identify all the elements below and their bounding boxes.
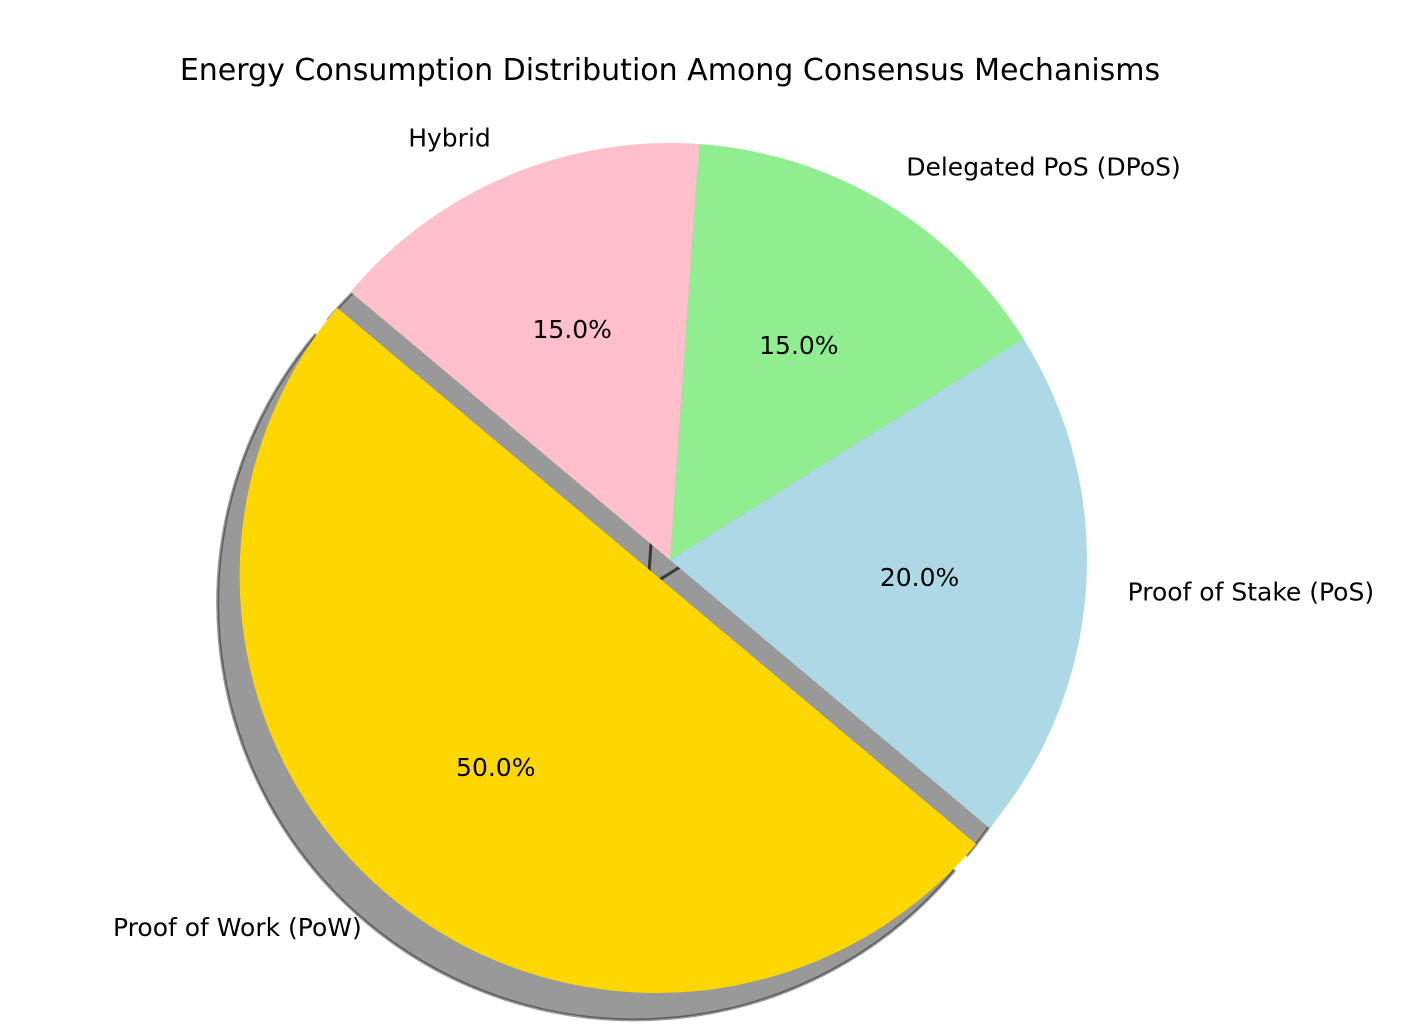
slice-label-delegated-pos-dpos: Delegated PoS (DPoS) (906, 152, 1181, 181)
slice-label-hybrid: Hybrid (408, 123, 491, 152)
chart-title: Energy Consumption Distribution Among Co… (180, 53, 1160, 88)
slice-delegated-pos-dpos (670, 144, 1024, 560)
slice-proof-of-work-pow (239, 307, 977, 993)
labels-layer: Proof of Work (PoW) 50.0% Proof of Stake (… (113, 123, 1374, 942)
slice-percent-proof-of-stake-pos: 20.0% (880, 563, 959, 592)
slice-hybrid (350, 143, 700, 560)
slice-percent-proof-of-work-pow: 50.0% (456, 753, 535, 782)
slice-proof-of-stake-pos (670, 339, 1087, 829)
slice-percent-delegated-pos-dpos: 15.0% (759, 331, 838, 360)
slices-layer (239, 143, 1087, 993)
slice-percent-hybrid: 15.0% (533, 315, 612, 344)
slice-label-proof-of-stake-pos: Proof of Stake (PoS) (1128, 577, 1375, 606)
slice-label-proof-of-work-pow: Proof of Work (PoW) (113, 913, 362, 942)
